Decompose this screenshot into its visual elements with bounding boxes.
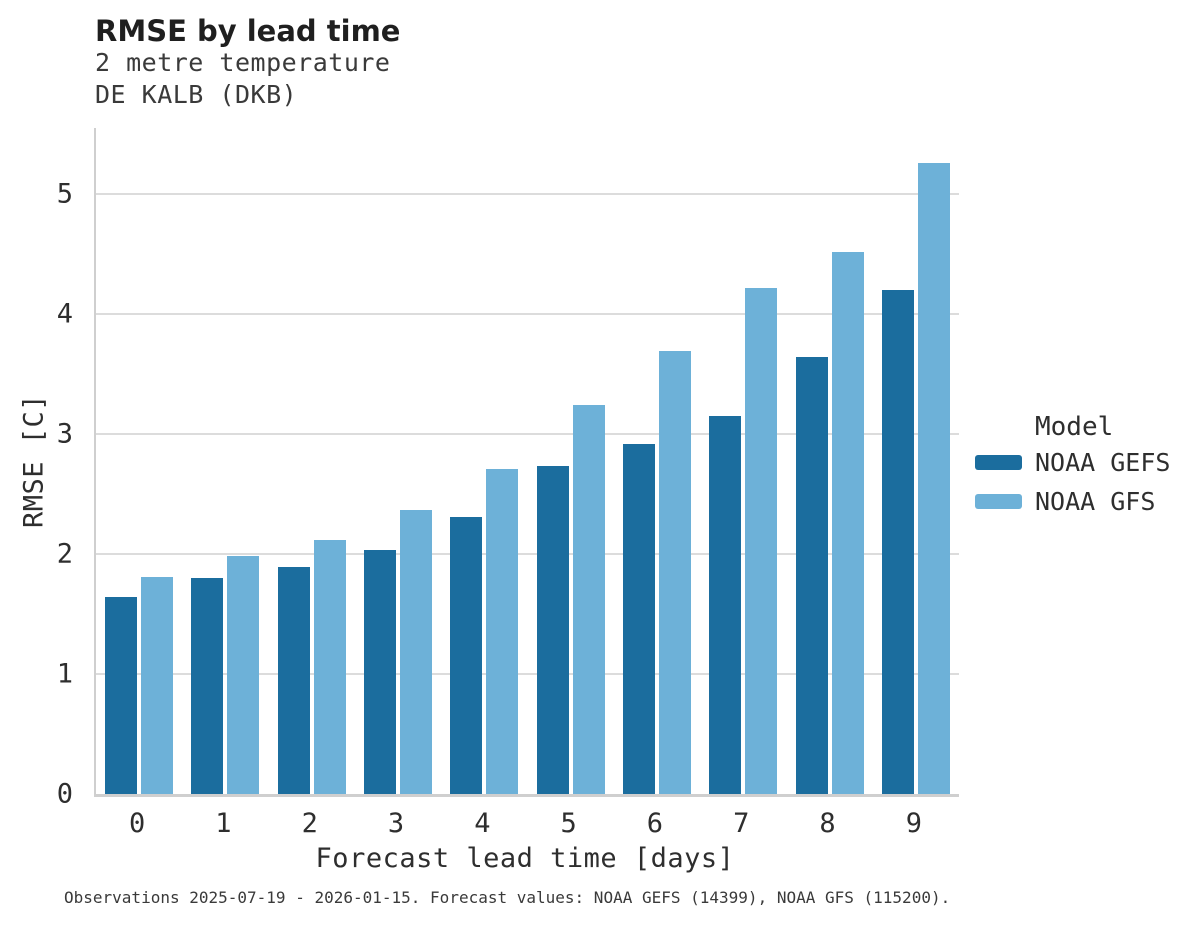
- bar-group-lead-5: [536, 128, 605, 794]
- bar-group-lead-3: [364, 128, 433, 794]
- x-tick-label-6: 6: [646, 808, 664, 839]
- chart-title: RMSE by lead time: [95, 14, 401, 48]
- chart-subtitle-variable: 2 metre temperature: [95, 48, 391, 77]
- bar-noaa-gefs-lead-2: [277, 567, 310, 794]
- gridline-y-1: [96, 673, 959, 675]
- bar-group-lead-0: [105, 128, 174, 794]
- bar-noaa-gefs-lead-4: [450, 517, 483, 794]
- bar-noaa-gfs-lead-8: [831, 252, 864, 794]
- bar-noaa-gfs-lead-5: [572, 405, 605, 794]
- bar-noaa-gefs-lead-5: [536, 466, 569, 794]
- x-tick-label-4: 4: [474, 808, 491, 839]
- y-tick-label-0: 0: [56, 778, 73, 810]
- y-tick-label-4: 4: [56, 298, 73, 330]
- y-tick-label-3: 3: [56, 418, 73, 450]
- legend-item-noaa-gfs: NOAA GFS: [975, 486, 1156, 516]
- bar-noaa-gfs-lead-9: [917, 163, 950, 794]
- x-tick-label-2: 2: [301, 808, 318, 839]
- y-tick-label-1: 1: [56, 658, 73, 690]
- x-tick-label-9: 9: [905, 808, 922, 839]
- gridline-y-4: [96, 313, 959, 315]
- bar-group-lead-1: [191, 128, 260, 794]
- bar-noaa-gfs-lead-1: [227, 556, 260, 794]
- bar-noaa-gfs-lead-7: [745, 288, 778, 794]
- bar-noaa-gfs-lead-0: [141, 577, 174, 794]
- bar-group-lead-6: [622, 128, 691, 794]
- legend-swatch-noaa-gfs: [975, 493, 1022, 509]
- bar-noaa-gefs-lead-6: [622, 444, 655, 794]
- bar-noaa-gefs-lead-9: [881, 290, 914, 794]
- x-tick-label-7: 7: [733, 808, 750, 839]
- bar-noaa-gefs-lead-3: [364, 550, 397, 794]
- x-tick-label-3: 3: [387, 808, 405, 839]
- legend-swatch-noaa-gefs: [975, 454, 1022, 470]
- bar-group-lead-9: [881, 128, 950, 794]
- bar-group-lead-4: [450, 128, 519, 794]
- plot-area: [94, 128, 959, 797]
- gridline-y-2: [96, 553, 959, 555]
- legend-label-noaa-gfs: NOAA GFS: [1035, 486, 1156, 516]
- gridline-y-5: [96, 193, 959, 195]
- bar-noaa-gefs-lead-8: [795, 357, 828, 794]
- x-tick-label-5: 5: [560, 808, 577, 839]
- bar-noaa-gfs-lead-6: [658, 351, 691, 794]
- x-tick-label-8: 8: [819, 808, 836, 839]
- legend-label-noaa-gefs: NOAA GEFS: [1035, 447, 1171, 477]
- x-tick-label-1: 1: [215, 808, 232, 839]
- bar-noaa-gfs-lead-3: [400, 510, 433, 794]
- legend-title: Model: [1035, 412, 1114, 442]
- bar-noaa-gfs-lead-2: [313, 540, 346, 794]
- bar-groups: [96, 128, 959, 794]
- gridline-y-3: [96, 433, 959, 435]
- bar-noaa-gfs-lead-4: [486, 469, 519, 794]
- legend-item-noaa-gefs: NOAA GEFS: [975, 447, 1171, 477]
- bar-noaa-gefs-lead-1: [191, 578, 224, 794]
- footer-caption: Observations 2025-07-19 - 2026-01-15. Fo…: [64, 888, 951, 907]
- bar-group-lead-8: [795, 128, 864, 794]
- bar-group-lead-7: [709, 128, 778, 794]
- x-tick-label-0: 0: [129, 808, 146, 839]
- y-tick-label-5: 5: [56, 178, 73, 210]
- y-axis-label: RMSE [C]: [18, 393, 50, 529]
- x-axis-label: Forecast lead time [days]: [315, 843, 735, 874]
- bar-group-lead-2: [277, 128, 346, 794]
- chart-subtitle-station: DE KALB (DKB): [95, 80, 298, 109]
- bar-noaa-gefs-lead-0: [105, 597, 138, 794]
- y-tick-label-2: 2: [56, 538, 73, 570]
- bar-noaa-gefs-lead-7: [709, 416, 742, 794]
